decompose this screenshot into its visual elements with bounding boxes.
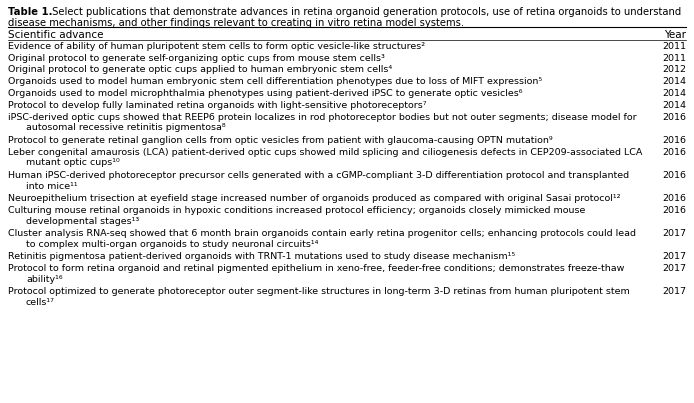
Text: Scientific advance: Scientific advance [8,30,103,39]
Text: 2017: 2017 [662,264,686,273]
Text: 2012: 2012 [662,65,686,75]
Text: cells¹⁷: cells¹⁷ [26,298,55,307]
Text: Leber congenital amaurosis (LCA) patient-derived optic cups showed mild splicing: Leber congenital amaurosis (LCA) patient… [8,147,643,157]
Text: Organoids used to model microphthalmia phenotypes using patient-derived iPSC to : Organoids used to model microphthalmia p… [8,89,523,98]
Text: Year: Year [664,30,686,39]
Text: 2017: 2017 [662,287,686,296]
Text: iPSC-derived optic cups showed that REEP6 protein localizes in rod photoreceptor: iPSC-derived optic cups showed that REEP… [8,112,636,122]
Text: mutant optic cups¹⁰: mutant optic cups¹⁰ [26,158,120,167]
Text: ability¹⁶: ability¹⁶ [26,275,62,284]
Text: 2016: 2016 [662,112,686,122]
Text: 2016: 2016 [662,147,686,157]
Text: Protocol to generate retinal ganglion cells from optic vesicles from patient wit: Protocol to generate retinal ganglion ce… [8,136,552,145]
Text: 2014: 2014 [662,77,686,86]
Text: Protocol to develop fully laminated retina organoids with light-sensitive photor: Protocol to develop fully laminated reti… [8,101,427,110]
Text: into mice¹¹: into mice¹¹ [26,182,78,191]
Text: 2011: 2011 [662,42,686,51]
Text: 2016: 2016 [662,136,686,145]
Text: 2017: 2017 [662,252,686,261]
Text: 2016: 2016 [662,206,686,215]
Text: autosomal recessive retinitis pigmentosa⁸: autosomal recessive retinitis pigmentosa… [26,123,226,133]
Text: 2017: 2017 [662,229,686,238]
Text: Protocol optimized to generate photoreceptor outer segment-like structures in lo: Protocol optimized to generate photorece… [8,287,629,296]
Text: Evidence of ability of human pluripotent stem cells to form optic vesicle-like s: Evidence of ability of human pluripotent… [8,42,425,51]
Text: 2011: 2011 [662,54,686,62]
Text: 2014: 2014 [662,89,686,98]
Text: 2014: 2014 [662,101,686,110]
Text: 2016: 2016 [662,171,686,180]
Text: Human iPSC-derived photoreceptor precursor cells generated with a cGMP-compliant: Human iPSC-derived photoreceptor precurs… [8,171,629,180]
Text: Culturing mouse retinal organoids in hypoxic conditions increased protocol effic: Culturing mouse retinal organoids in hyp… [8,206,585,215]
Text: Table 1.: Table 1. [8,7,53,17]
Text: developmental stages¹³: developmental stages¹³ [26,216,139,226]
Text: Cluster analysis RNA-seq showed that 6 month brain organoids contain early retin: Cluster analysis RNA-seq showed that 6 m… [8,229,636,238]
Text: disease mechanisms, and other findings relevant to creating in vitro retina mode: disease mechanisms, and other findings r… [8,19,464,29]
Text: 2016: 2016 [662,194,686,203]
Text: Original protocol to generate self-organizing optic cups from mouse stem cells³: Original protocol to generate self-organ… [8,54,385,62]
Text: Retinitis pigmentosa patient-derived organoids with TRNT-1 mutations used to stu: Retinitis pigmentosa patient-derived org… [8,252,515,261]
Text: Organoids used to model human embryonic stem cell differentiation phenotypes due: Organoids used to model human embryonic … [8,77,542,86]
Text: Select publications that demonstrate advances in retina organoid generation prot: Select publications that demonstrate adv… [49,7,682,17]
Text: to complex multi-organ organoids to study neuronal circuits¹⁴: to complex multi-organ organoids to stud… [26,240,319,249]
Text: Protocol to form retina organoid and retinal pigmented epithelium in xeno-free, : Protocol to form retina organoid and ret… [8,264,625,273]
Text: Original protocol to generate optic cups applied to human embryonic stem cells⁴: Original protocol to generate optic cups… [8,65,392,75]
Text: Neuroepithelium trisection at eyefield stage increased number of organoids produ: Neuroepithelium trisection at eyefield s… [8,194,620,203]
